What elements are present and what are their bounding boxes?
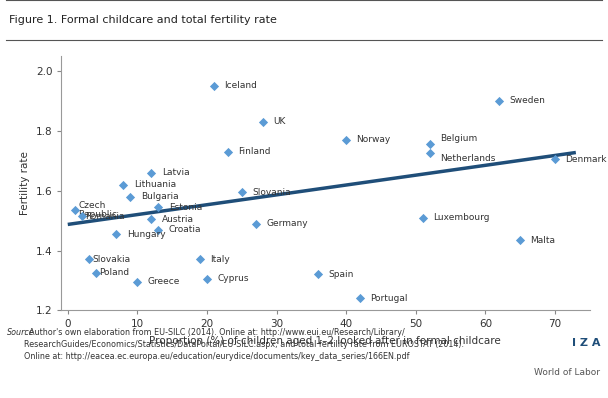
Point: [314, 271, 323, 278]
Point: [251, 220, 261, 227]
Text: Latvia: Latvia: [162, 168, 189, 177]
Text: Italy: Italy: [210, 255, 230, 264]
Point: [237, 189, 247, 195]
Text: Denmark: Denmark: [565, 154, 607, 164]
Text: Figure 1. Formal childcare and total fertility rate: Figure 1. Formal childcare and total fer…: [9, 15, 277, 25]
Point: [119, 181, 128, 188]
Point: [223, 148, 233, 155]
Point: [91, 270, 100, 276]
Point: [84, 256, 94, 263]
Text: I Z A: I Z A: [572, 338, 600, 348]
Y-axis label: Fertility rate: Fertility rate: [20, 151, 30, 215]
Text: Bulgaria: Bulgaria: [141, 192, 179, 201]
Point: [153, 204, 163, 210]
Point: [209, 82, 219, 89]
Text: Luxembourg: Luxembourg: [433, 213, 489, 222]
Text: Spain: Spain: [329, 270, 354, 279]
Point: [147, 216, 156, 222]
Point: [258, 119, 268, 125]
Point: [133, 279, 142, 285]
Point: [125, 193, 135, 200]
Text: Portugal: Portugal: [370, 294, 408, 303]
Text: Romania: Romania: [85, 212, 125, 220]
Text: Greece: Greece: [148, 277, 180, 287]
Text: Slovakia: Slovakia: [92, 255, 130, 264]
Text: Iceland: Iceland: [224, 81, 257, 90]
Text: Estonia: Estonia: [168, 203, 202, 212]
Text: World of Labor: World of Labor: [534, 368, 600, 377]
Text: Slovania: Slovania: [252, 187, 291, 197]
Text: Hungary: Hungary: [127, 230, 165, 238]
Text: Croatia: Croatia: [168, 225, 201, 234]
Text: Sweden: Sweden: [510, 96, 545, 105]
Point: [418, 215, 427, 221]
Point: [70, 207, 80, 213]
Point: [147, 170, 156, 176]
Text: Austria: Austria: [162, 215, 194, 224]
Point: [202, 276, 212, 282]
Text: Poland: Poland: [99, 269, 130, 277]
Text: Czech
Republic: Czech Republic: [78, 201, 117, 219]
Point: [341, 137, 351, 143]
Point: [153, 226, 163, 233]
Text: Lithuania: Lithuania: [134, 180, 176, 189]
Text: Source: Source: [7, 328, 35, 337]
Text: Belgium: Belgium: [440, 134, 477, 143]
Text: UK: UK: [273, 117, 285, 126]
X-axis label: Proportion (%) of children aged 1–2 looked after in formal childcare: Proportion (%) of children aged 1–2 look…: [150, 336, 501, 346]
Text: : Author's own elaboration from EU-SILC (2014). Online at: http://www.eui.eu/Res: : Author's own elaboration from EU-SILC …: [24, 328, 464, 361]
Point: [112, 231, 122, 237]
Point: [494, 98, 504, 104]
Point: [425, 141, 435, 147]
Text: Cyprus: Cyprus: [218, 275, 249, 283]
Point: [77, 213, 86, 219]
Text: Norway: Norway: [357, 135, 391, 144]
Text: Finland: Finland: [238, 147, 271, 156]
Point: [425, 150, 435, 156]
Text: Netherlands: Netherlands: [440, 154, 496, 163]
Point: [550, 156, 560, 162]
Point: [195, 256, 205, 263]
Text: Malta: Malta: [531, 236, 556, 244]
Point: [355, 295, 365, 302]
Point: [516, 237, 525, 243]
Text: Germany: Germany: [266, 219, 308, 228]
